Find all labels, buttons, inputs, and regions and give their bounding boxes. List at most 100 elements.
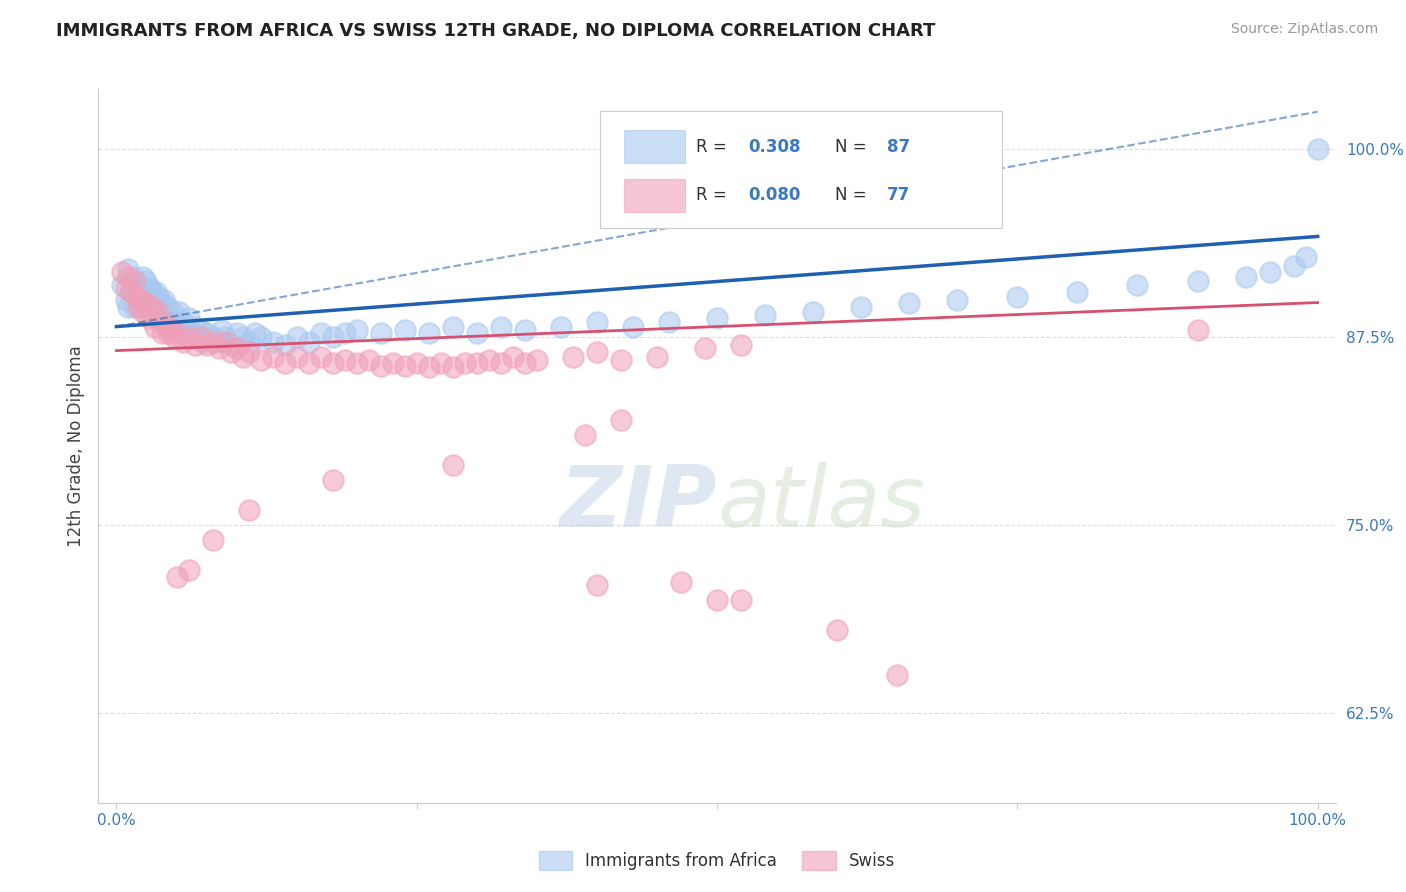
Text: 0.080: 0.080 bbox=[748, 186, 800, 204]
Point bbox=[465, 356, 488, 370]
Point bbox=[706, 310, 728, 325]
Point bbox=[124, 300, 146, 314]
Point bbox=[117, 262, 139, 277]
Point bbox=[143, 319, 166, 334]
Point bbox=[346, 356, 368, 370]
Point bbox=[394, 322, 416, 336]
Point bbox=[163, 330, 186, 344]
Point bbox=[190, 322, 212, 336]
Point bbox=[730, 593, 752, 607]
Point bbox=[1258, 265, 1281, 279]
Point bbox=[249, 352, 271, 367]
Point bbox=[754, 308, 776, 322]
Point bbox=[141, 308, 163, 322]
Point bbox=[1282, 260, 1305, 274]
Point bbox=[322, 473, 344, 487]
Point bbox=[886, 668, 908, 682]
Point bbox=[441, 458, 464, 472]
Point bbox=[166, 326, 188, 340]
Point bbox=[610, 413, 633, 427]
Point bbox=[586, 315, 609, 329]
Point bbox=[851, 300, 873, 314]
Point bbox=[207, 334, 229, 349]
Point bbox=[465, 326, 488, 340]
Point bbox=[418, 360, 440, 375]
Point bbox=[273, 356, 295, 370]
Point bbox=[149, 315, 172, 329]
Point bbox=[285, 350, 308, 364]
Point bbox=[346, 322, 368, 336]
Point bbox=[166, 570, 188, 584]
Point bbox=[586, 578, 609, 592]
Point bbox=[285, 330, 308, 344]
Point bbox=[394, 359, 416, 373]
Point bbox=[262, 334, 284, 349]
Point bbox=[214, 334, 236, 349]
Point bbox=[219, 337, 242, 351]
Point bbox=[513, 356, 536, 370]
Point bbox=[132, 304, 155, 318]
Point bbox=[127, 300, 149, 314]
Point bbox=[801, 304, 824, 318]
Point bbox=[946, 293, 969, 307]
Point bbox=[243, 326, 266, 340]
Point bbox=[370, 326, 392, 340]
Text: 87: 87 bbox=[887, 137, 910, 156]
Point bbox=[333, 352, 356, 367]
Point bbox=[1234, 270, 1257, 285]
Text: 77: 77 bbox=[887, 186, 910, 204]
Point bbox=[693, 341, 716, 355]
Point bbox=[153, 315, 176, 329]
Point bbox=[157, 326, 180, 340]
Point bbox=[211, 322, 233, 336]
Text: R =: R = bbox=[696, 186, 733, 204]
Point bbox=[111, 265, 134, 279]
Point bbox=[1187, 275, 1209, 289]
Text: R =: R = bbox=[696, 137, 733, 156]
Point bbox=[207, 341, 229, 355]
Point bbox=[309, 326, 332, 340]
Point bbox=[526, 352, 548, 367]
Point bbox=[441, 360, 464, 375]
Point bbox=[180, 326, 202, 340]
Point bbox=[190, 330, 212, 344]
Point bbox=[139, 280, 162, 294]
Point bbox=[153, 293, 176, 307]
Point bbox=[174, 326, 197, 340]
Point bbox=[129, 293, 152, 307]
Point bbox=[898, 295, 921, 310]
Point bbox=[201, 533, 224, 547]
Point bbox=[135, 295, 157, 310]
Point bbox=[273, 337, 295, 351]
Point bbox=[574, 427, 596, 442]
Point bbox=[120, 285, 142, 299]
Point bbox=[148, 304, 170, 318]
Point bbox=[370, 359, 392, 373]
Point bbox=[172, 315, 194, 329]
Point bbox=[177, 563, 200, 577]
Point bbox=[135, 293, 157, 307]
Point bbox=[669, 574, 692, 589]
Point bbox=[156, 319, 179, 334]
Point bbox=[214, 330, 236, 344]
Point bbox=[115, 293, 138, 307]
Point bbox=[150, 295, 173, 310]
Point bbox=[309, 350, 332, 364]
Point bbox=[195, 326, 218, 340]
Point bbox=[186, 330, 208, 344]
Point bbox=[249, 330, 271, 344]
Point bbox=[124, 275, 146, 289]
Point bbox=[141, 300, 163, 314]
Point bbox=[219, 345, 242, 359]
Point bbox=[441, 319, 464, 334]
Point bbox=[157, 300, 180, 314]
Point bbox=[298, 334, 321, 349]
Point bbox=[502, 350, 524, 364]
Point bbox=[225, 326, 247, 340]
Point bbox=[115, 280, 138, 294]
Point bbox=[167, 304, 190, 318]
Point bbox=[138, 300, 160, 314]
Point bbox=[125, 289, 148, 303]
Point bbox=[191, 334, 214, 349]
Point bbox=[153, 310, 176, 325]
